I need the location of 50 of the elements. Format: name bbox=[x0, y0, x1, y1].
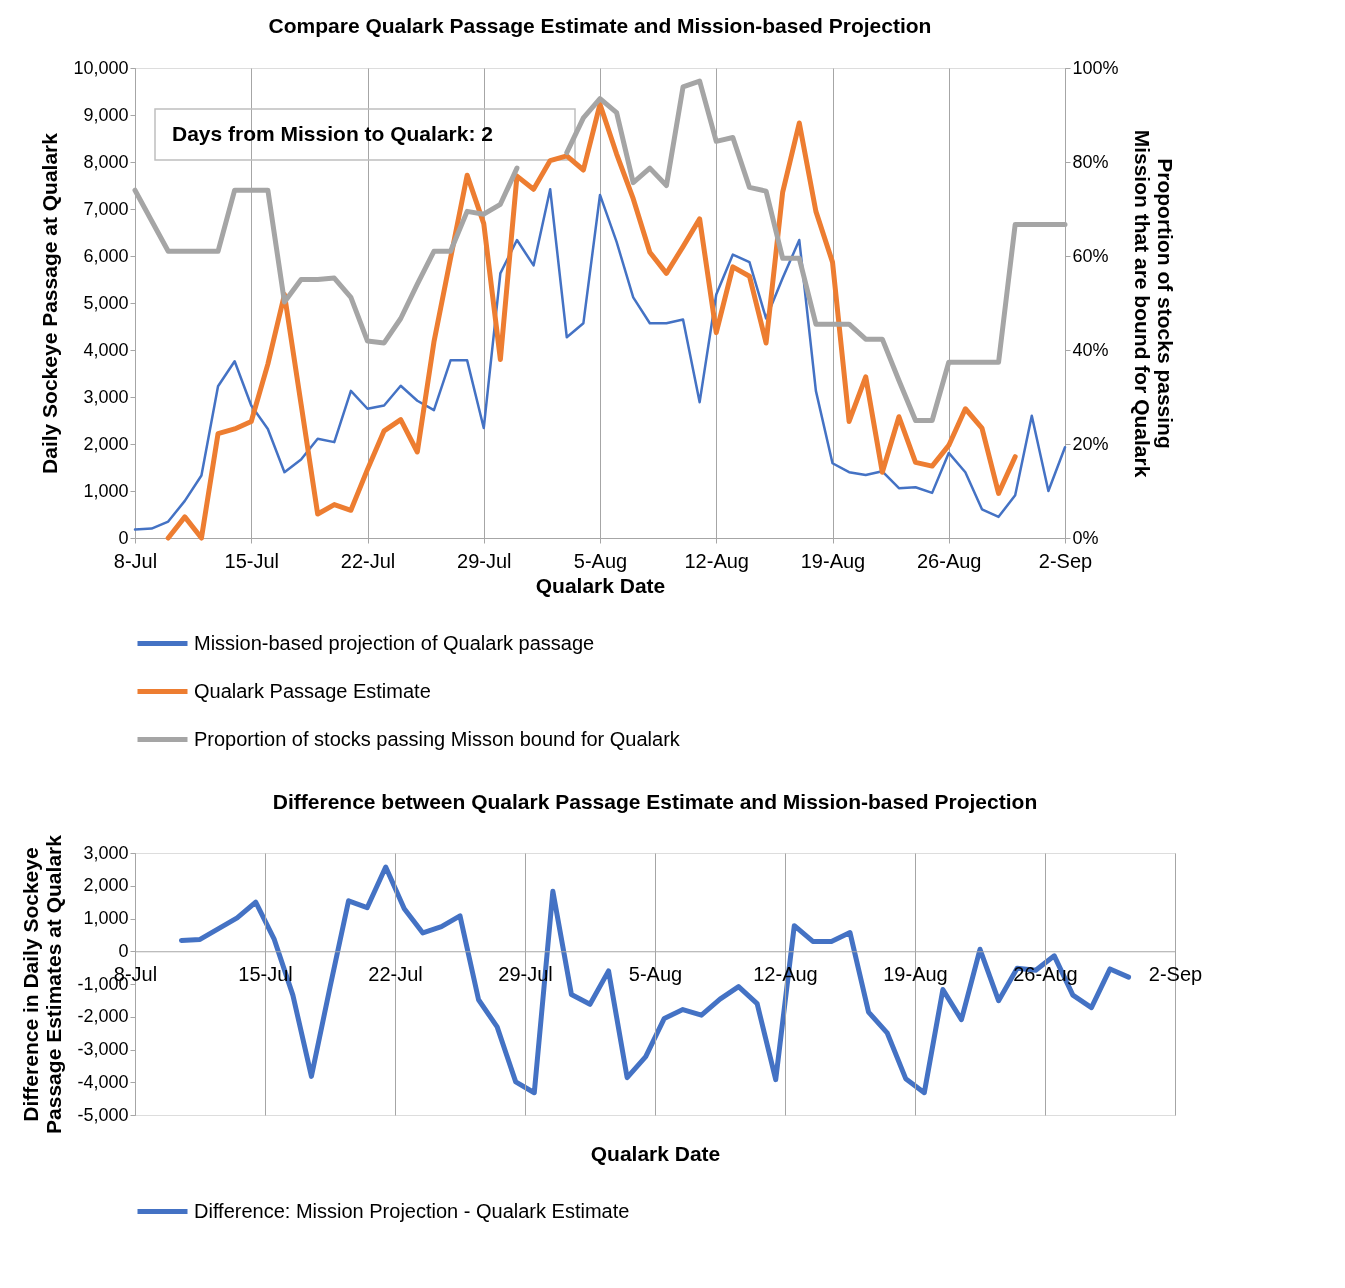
y-tick-label: 0 bbox=[118, 527, 129, 548]
legend-label: Difference: Mission Projection - Qualark Estimate bbox=[194, 1199, 630, 1222]
annotation: Days from Mission to Qualark: 2 bbox=[172, 122, 493, 145]
legend-label: Proportion of stocks passing Misson bound for Qualark bbox=[194, 727, 681, 750]
y2-tick-label: 20% bbox=[1072, 433, 1109, 454]
y-tick-label: -2,000 bbox=[77, 1006, 129, 1027]
x-tick-label: 8-Jul bbox=[113, 549, 158, 572]
y-tick-label: 7,000 bbox=[83, 198, 129, 219]
x-tick-label: 12-Aug bbox=[684, 549, 749, 572]
legend-label: Mission-based projection of Qualark passage bbox=[194, 631, 595, 654]
y-tick-label: 2,000 bbox=[83, 875, 129, 896]
x-tick-label: 5-Aug bbox=[573, 549, 628, 572]
y-tick-label: 9,000 bbox=[83, 104, 129, 125]
y2-tick-label: 80% bbox=[1072, 151, 1109, 172]
x-tick-label: 19-Aug bbox=[883, 962, 948, 985]
y-tick-label: 6,000 bbox=[83, 245, 129, 266]
x-tick-label: 5-Aug bbox=[628, 962, 683, 985]
x-tick-label: 26-Aug bbox=[917, 549, 982, 572]
x-tick-label: 15-Jul bbox=[224, 549, 279, 572]
y-axis-title: Daily Sockeye Passage at Qualark bbox=[38, 132, 62, 474]
x-tick-label: 22-Jul bbox=[368, 962, 423, 985]
y-tick-label: -4,000 bbox=[77, 1071, 129, 1092]
y-tick-label: 4,000 bbox=[83, 339, 129, 360]
x-tick-label: 2-Sep bbox=[1148, 962, 1203, 985]
y-tick-label: -3,000 bbox=[77, 1039, 129, 1059]
y2-tick-label: 40% bbox=[1072, 339, 1109, 360]
y-tick-label: 3,000 bbox=[83, 842, 129, 863]
x-tick-label: 19-Aug bbox=[800, 549, 866, 572]
y-tick-label: 8,000 bbox=[83, 151, 129, 172]
y-tick-label: 1,000 bbox=[83, 908, 129, 928]
chart-title: Difference between Qualark Passage Estimate and Mission-based Projection bbox=[272, 789, 1038, 813]
y2-tick-label: 100% bbox=[1072, 57, 1119, 78]
chart-title: Compare Qualark Passage Estimate and Mission-based Projection bbox=[268, 14, 932, 37]
x-tick-label: 29-Jul bbox=[457, 549, 512, 572]
y-tick-label: 5,000 bbox=[83, 292, 129, 313]
x-tick-label: 22-Jul bbox=[340, 549, 396, 572]
y-tick-label: 3,000 bbox=[83, 386, 129, 407]
y2-axis-title: Proportion of stocks passing Mission that are bound for Qualark bbox=[1130, 129, 1177, 478]
x-axis-title: Qualark Date bbox=[535, 573, 666, 597]
x-tick-label: 2-Sep bbox=[1038, 549, 1093, 572]
y-tick-label: 0 bbox=[118, 940, 129, 961]
y2-tick-label: 60% bbox=[1072, 245, 1109, 266]
y-tick-label: 10,000 bbox=[73, 57, 129, 78]
y2-tick-label: 0% bbox=[1072, 527, 1099, 548]
y-tick-label: -5,000 bbox=[77, 1104, 129, 1125]
y-tick-label: 1,000 bbox=[83, 480, 129, 501]
y-tick-label: 2,000 bbox=[83, 433, 129, 454]
y-axis-title: Difference in Daily Sockeye Passage Estimates at Qualark bbox=[19, 834, 66, 1134]
legend-label: Qualark Passage Estimate bbox=[194, 679, 431, 702]
x-axis-title: Qualark Date bbox=[590, 1141, 721, 1165]
